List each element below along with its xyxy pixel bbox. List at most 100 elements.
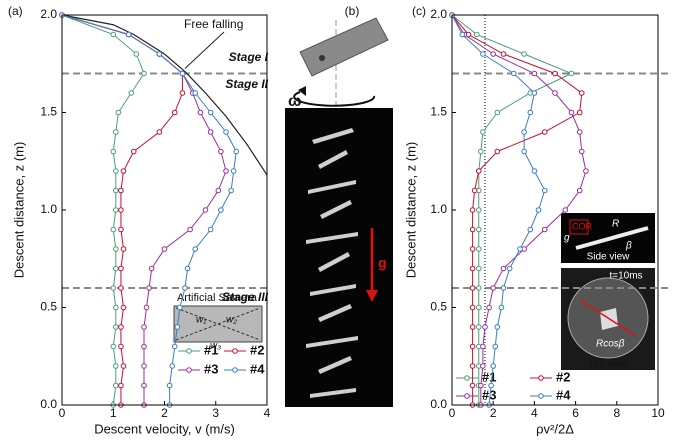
legend-marker [464, 393, 470, 399]
marker [521, 129, 527, 135]
marker [110, 285, 117, 291]
plot-frame [451, 14, 659, 406]
y-tick-label: 1.0 [40, 202, 57, 216]
marker [531, 70, 538, 77]
side-view-label: Side view [587, 252, 631, 263]
marker [130, 148, 137, 155]
marker [192, 90, 199, 96]
marker [113, 246, 119, 252]
marker [490, 285, 497, 291]
marker [171, 109, 178, 116]
curve-pointer [184, 31, 225, 69]
marker [120, 168, 127, 174]
x-tick-label: 8 [613, 406, 620, 420]
rcos-label: Rcosβ [596, 339, 625, 350]
marker [475, 304, 482, 311]
x-tick-label: 6 [572, 406, 579, 420]
marker [141, 343, 147, 350]
marker [230, 168, 237, 174]
marker [128, 90, 134, 96]
marker [156, 129, 163, 135]
marker [517, 246, 523, 252]
marker [568, 70, 575, 77]
side-view-inset: COR R g β Side view [561, 213, 655, 263]
marker [478, 382, 484, 389]
top-view-label: Top view [589, 359, 629, 370]
legend-label: #3 [482, 387, 496, 402]
marker [578, 148, 585, 155]
marker [118, 207, 124, 213]
marker [506, 265, 513, 272]
marker [110, 148, 117, 155]
marker [110, 226, 117, 233]
samara-photo [299, 17, 389, 77]
marker [233, 148, 240, 155]
marker [118, 324, 124, 330]
marker [473, 31, 480, 38]
curve-label: Free falling [184, 17, 243, 31]
x-tick-label: 3 [212, 406, 219, 420]
y-tick-label: 2.0 [40, 7, 57, 21]
y-tick-label: 0.0 [40, 397, 57, 411]
x-tick-label: 2 [490, 406, 497, 420]
marker [500, 265, 507, 272]
marker [494, 148, 501, 155]
marker [148, 265, 155, 272]
y-axis-label: Descent distance, z (m) [403, 142, 418, 279]
marker [187, 226, 193, 233]
x-tick-label: 0 [449, 406, 456, 420]
legend-label: #1 [482, 369, 496, 384]
marker [192, 246, 199, 252]
marker [118, 226, 124, 233]
marker [480, 129, 486, 135]
marker [500, 285, 507, 291]
marker [552, 70, 558, 77]
marker [469, 382, 476, 389]
legend-label: #3 [204, 361, 218, 376]
marker [171, 343, 178, 350]
legend-label: #1 [204, 342, 218, 357]
marker [118, 285, 124, 291]
marker [475, 226, 482, 233]
y-tick-label: 2.0 [430, 7, 447, 21]
marker [118, 265, 124, 272]
marker [115, 109, 122, 116]
marker [141, 382, 147, 389]
marker [500, 51, 507, 57]
marker [490, 363, 497, 369]
panel-b: (b) ω g [285, 4, 393, 407]
marker [118, 187, 124, 194]
marker [146, 285, 152, 291]
marker [578, 90, 585, 96]
marker [110, 343, 117, 350]
marker [169, 363, 175, 369]
radius [607, 317, 637, 337]
marker [179, 90, 186, 96]
marker [492, 343, 499, 350]
time-label: t=10ms [609, 271, 642, 282]
marker [113, 304, 119, 311]
r-label: R [612, 219, 619, 230]
marker [541, 129, 548, 135]
marker [469, 343, 476, 350]
marker [541, 226, 548, 233]
marker [480, 51, 486, 57]
rotation-arrow [293, 91, 376, 107]
marker [118, 382, 124, 389]
marker [469, 246, 476, 252]
legend-marker [232, 367, 238, 373]
cor-label: COR [572, 221, 593, 231]
marker [174, 324, 181, 330]
x-tick-label: 4 [264, 406, 271, 420]
arrow-head [366, 290, 378, 302]
marker [576, 187, 583, 194]
marker [110, 31, 117, 38]
panel-label: (c) [412, 4, 426, 18]
marker [469, 207, 476, 213]
marker [469, 265, 476, 272]
marker [521, 51, 527, 57]
marker [218, 148, 224, 155]
inset-title: Artificial Samara [177, 292, 258, 304]
legend-marker [538, 375, 544, 381]
marker [511, 70, 517, 77]
